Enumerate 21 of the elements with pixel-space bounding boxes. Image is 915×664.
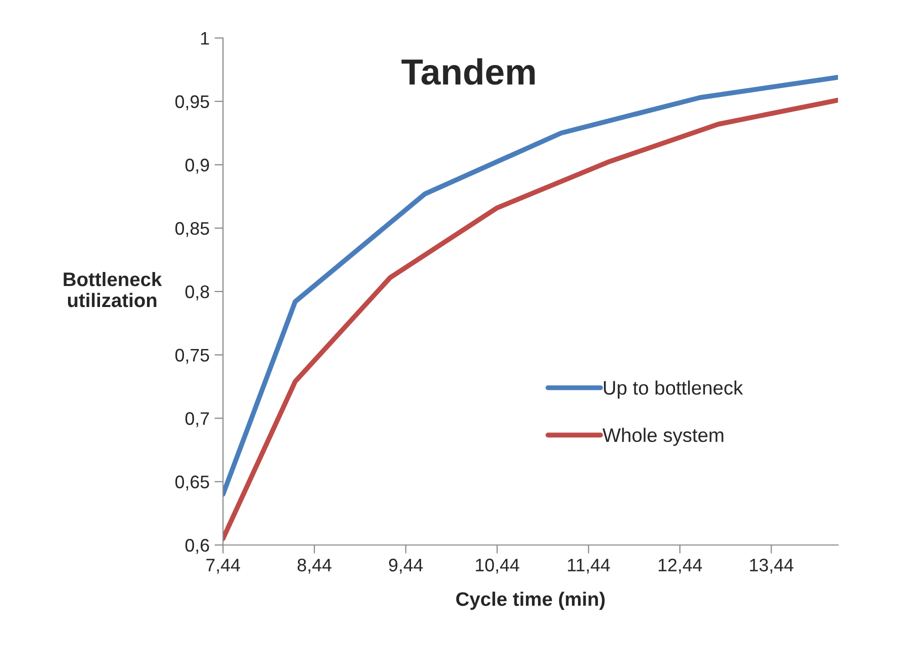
x-tick-label: 11,44 [568,558,610,574]
x-tick-label: 10,44 [476,558,520,574]
x-tick-label: 8,44 [298,558,332,574]
legend-label: Up to bottleneck [604,380,743,399]
y-tick-label: 1 [201,32,209,45]
y-tick-label: 0,9 [185,158,209,174]
y-tick-label: 0,85 [175,222,210,237]
chart-title: Tandem [402,58,535,85]
legend-label: Whole system [602,428,724,446]
y-tick-label: 0,8 [185,285,210,300]
y-tick-label: 0,75 [175,348,210,364]
x-tick-label: 9,44 [389,558,423,574]
x-tick-label: 12,44 [658,558,702,574]
y-tick-label: 0,95 [175,95,210,110]
y-tick-label: 0,6 [185,538,210,554]
x-tick-label: 7,44 [206,558,240,574]
y-axis-title: Bottleneck utilization [64,272,162,308]
x-axis-title: Cycle time (min) [456,592,605,610]
y-tick-label: 0,65 [175,476,210,490]
x-tick-label: 13,44 [750,558,794,574]
y-tick-label: 0,7 [185,412,209,428]
